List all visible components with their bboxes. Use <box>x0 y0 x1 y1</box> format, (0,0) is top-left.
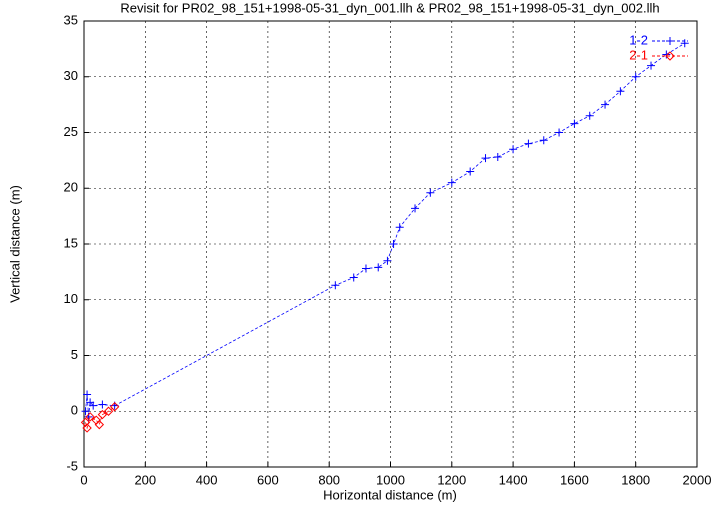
data-point <box>616 87 625 96</box>
y-tick-label: -5 <box>66 458 78 473</box>
data-point <box>374 263 383 272</box>
data-point <box>662 50 671 59</box>
data-point <box>524 139 533 148</box>
y-tick-label: 20 <box>64 180 78 195</box>
y-tick-label: 10 <box>64 291 78 306</box>
legend-marker <box>666 37 674 45</box>
data-point <box>383 256 392 265</box>
data-point <box>94 419 105 430</box>
data-point <box>411 204 420 213</box>
data-point <box>361 264 370 273</box>
data-point <box>647 61 656 70</box>
data-point <box>97 409 108 420</box>
y-tick-label: 15 <box>64 235 78 250</box>
data-point <box>601 100 610 109</box>
data-point <box>481 154 490 163</box>
data-point <box>395 223 404 232</box>
x-tick-label: 1600 <box>560 472 589 487</box>
data-point <box>349 273 358 282</box>
x-tick-label: 1800 <box>621 472 650 487</box>
x-tick-label: 1200 <box>437 472 466 487</box>
x-tick-label: 400 <box>196 472 218 487</box>
data-point <box>98 400 107 409</box>
y-axis-label: Vertical distance (m) <box>7 185 22 303</box>
data-point <box>103 406 114 416</box>
data-point <box>447 178 456 187</box>
data-point <box>331 281 340 290</box>
data-point <box>555 128 564 137</box>
y-tick-label: 35 <box>64 12 78 27</box>
x-tick-label: 1400 <box>499 472 528 487</box>
x-tick-label: 1000 <box>376 472 405 487</box>
x-tick-label: 200 <box>134 472 156 487</box>
series-line <box>85 42 685 417</box>
data-point <box>426 188 435 197</box>
x-tick-label: 2000 <box>683 472 712 487</box>
data-point <box>493 153 502 162</box>
data-point <box>466 167 475 176</box>
legend-marker <box>665 51 675 61</box>
legend-label: 2-1 <box>629 47 648 62</box>
data-point <box>83 390 92 399</box>
data-point <box>585 111 594 120</box>
data-point <box>81 407 90 416</box>
data-point <box>80 417 91 428</box>
x-axis-label: Horizontal distance (m) <box>323 487 457 502</box>
legend-label: 1-2 <box>629 32 648 47</box>
data-point <box>82 423 92 433</box>
series-line <box>85 406 115 430</box>
y-tick-label: 30 <box>64 68 78 83</box>
chart-title: Revisit for PR02_98_151+1998-05-31_dyn_0… <box>120 0 659 15</box>
y-tick-label: 25 <box>64 124 78 139</box>
x-tick-label: 0 <box>80 472 87 487</box>
data-point <box>85 412 95 422</box>
data-point <box>109 402 120 412</box>
data-point <box>89 401 98 410</box>
data-point <box>570 119 579 128</box>
x-tick-label: 800 <box>318 472 340 487</box>
data-point <box>509 145 518 154</box>
data-point <box>389 240 398 248</box>
y-tick-label: 0 <box>71 403 78 418</box>
y-tick-label: 5 <box>71 347 78 362</box>
x-tick-label: 600 <box>257 472 279 487</box>
data-point <box>631 72 640 81</box>
data-point <box>539 136 548 145</box>
